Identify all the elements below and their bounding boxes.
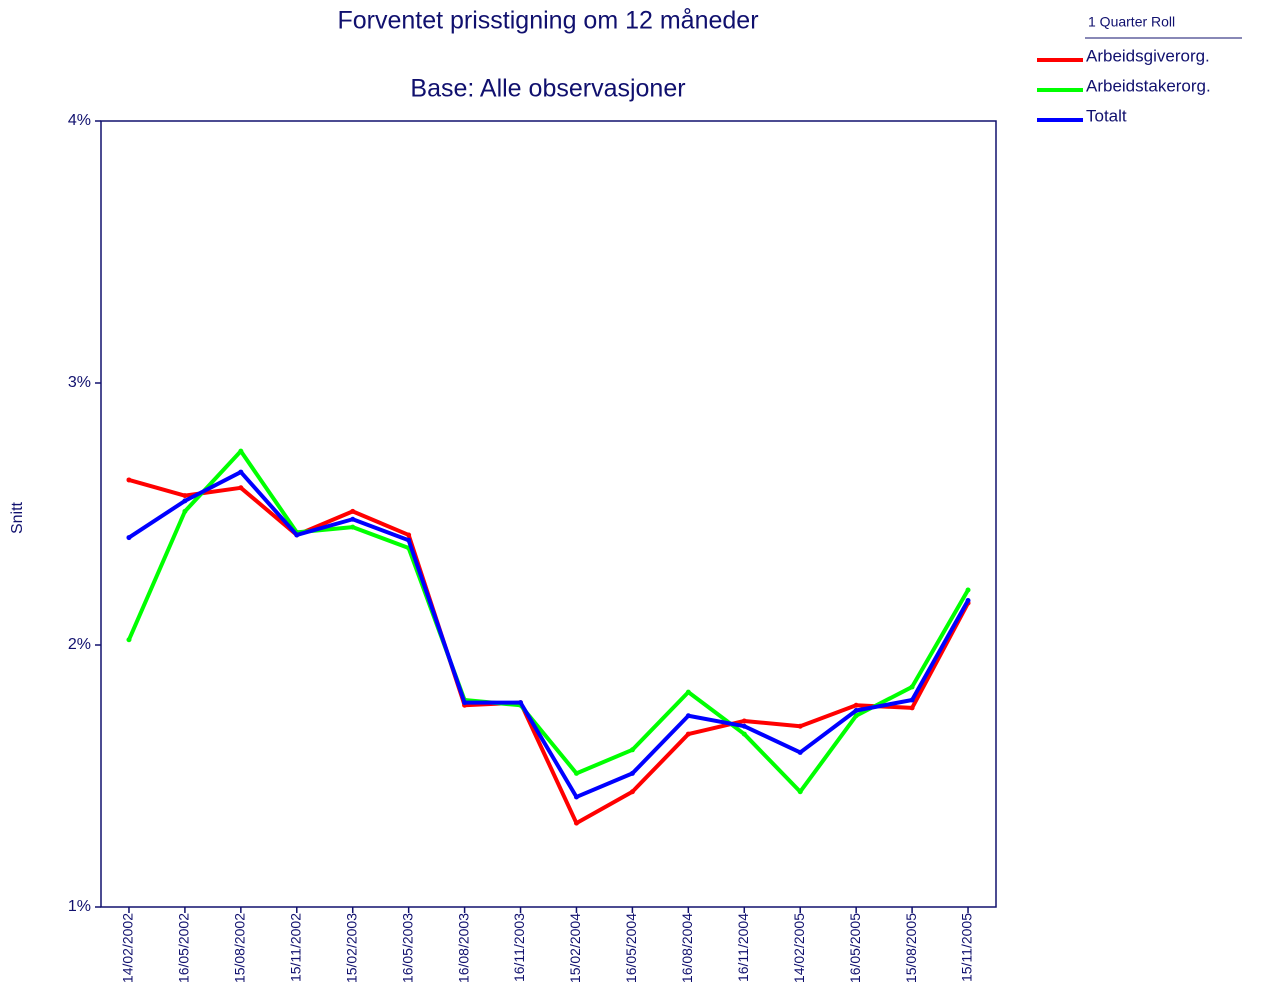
- data-point: [126, 477, 132, 483]
- legend-label: Totalt: [1086, 106, 1127, 125]
- data-point: [685, 731, 691, 737]
- data-point: [629, 747, 635, 753]
- data-point: [909, 697, 915, 703]
- x-tick-label: 16/11/2003: [511, 913, 527, 982]
- x-tick-label: 15/02/2004: [567, 913, 583, 983]
- plot-frame: [100, 120, 997, 908]
- data-point: [406, 532, 412, 538]
- data-point: [350, 508, 356, 514]
- data-point: [350, 516, 356, 522]
- data-point: [238, 448, 244, 454]
- x-tick-label: 16/05/2003: [399, 913, 415, 983]
- x-tick-label: 15/11/2005: [959, 913, 975, 982]
- data-point: [573, 820, 579, 826]
- x-tick-label: 16/11/2004: [735, 913, 751, 982]
- data-point: [462, 700, 468, 706]
- data-point: [573, 770, 579, 776]
- data-point: [294, 532, 300, 538]
- legend-label: Arbeidstakerorg.: [1086, 76, 1211, 95]
- data-point: [685, 689, 691, 695]
- x-tick-label: 15/08/2005: [903, 913, 919, 983]
- data-point: [182, 498, 188, 504]
- x-tick-label: 16/08/2003: [455, 913, 471, 983]
- data-point: [853, 713, 859, 719]
- data-point: [238, 469, 244, 475]
- data-point: [126, 535, 132, 541]
- x-tick-label: 16/08/2004: [679, 913, 695, 983]
- x-tick-label: 14/02/2002: [120, 913, 136, 983]
- series-line: [128, 478, 970, 826]
- data-point: [797, 749, 803, 755]
- legend-title: 1 Quarter Roll: [1088, 14, 1175, 30]
- data-point: [406, 537, 412, 543]
- data-point: [909, 684, 915, 690]
- data-point: [685, 713, 691, 719]
- x-tick-label: 16/05/2002: [176, 913, 192, 983]
- chart-title: Forventet prisstigning om 12 måneder: [337, 7, 758, 35]
- series-line: [127, 449, 970, 794]
- data-point: [909, 705, 915, 711]
- chart-subtitle: Base: Alle observasjoner: [410, 75, 685, 103]
- data-point: [741, 731, 747, 737]
- data-point: [741, 723, 747, 729]
- data-point: [518, 700, 524, 706]
- data-point: [350, 524, 356, 530]
- y-tick-label: 2%: [68, 636, 91, 653]
- data-point: [853, 702, 859, 708]
- y-tick-label: 1%: [68, 898, 91, 915]
- x-tick-label: 14/02/2005: [791, 913, 807, 983]
- data-point: [797, 723, 803, 729]
- y-axis-label: Snitt: [9, 501, 26, 534]
- data-point: [965, 587, 971, 593]
- data-point: [965, 597, 971, 603]
- data-point: [238, 485, 244, 491]
- y-tick-label: 3%: [68, 374, 91, 391]
- x-tick-label: 16/05/2004: [623, 913, 639, 983]
- data-point: [182, 493, 188, 499]
- data-point: [853, 708, 859, 713]
- x-tick-label: 15/11/2002: [287, 913, 303, 982]
- data-point: [182, 508, 188, 514]
- x-tick-label: 16/05/2005: [847, 913, 863, 983]
- data-point: [629, 770, 635, 776]
- data-point: [629, 789, 635, 795]
- x-tick-label: 15/08/2002: [232, 913, 248, 983]
- legend-label: Arbeidsgiverorg.: [1086, 46, 1210, 65]
- y-tick-label: 4%: [68, 112, 91, 129]
- data-point: [797, 789, 803, 795]
- data-point: [573, 794, 579, 800]
- data-point: [741, 718, 747, 724]
- series-line: [127, 470, 970, 799]
- data-point: [126, 637, 132, 643]
- x-tick-label: 15/02/2003: [343, 913, 359, 983]
